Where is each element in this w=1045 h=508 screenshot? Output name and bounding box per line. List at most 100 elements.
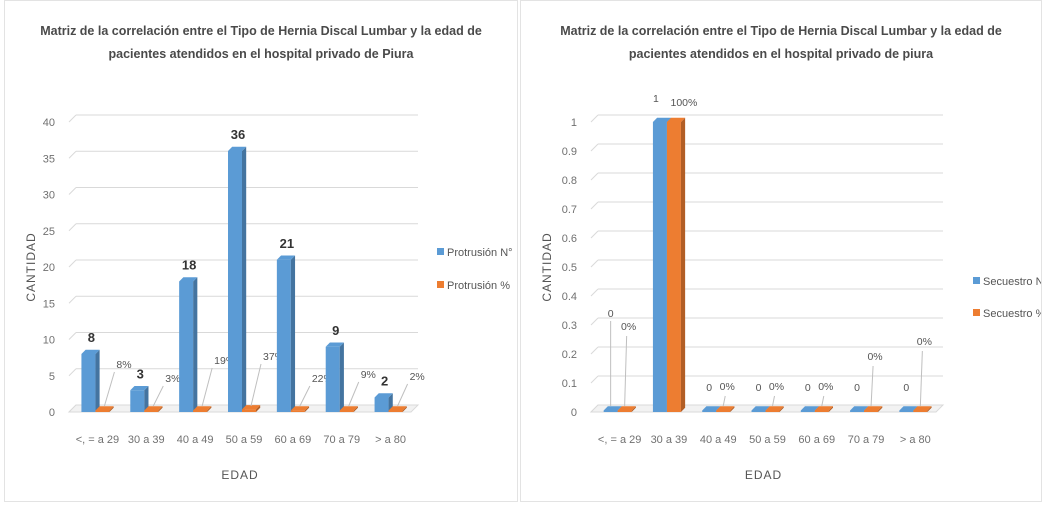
x-tick-label: 40 a 49 — [700, 434, 737, 446]
bar-side — [242, 146, 247, 413]
y-tick-label: 1 — [571, 117, 577, 129]
bar-top — [765, 406, 784, 411]
bar-side — [304, 406, 310, 412]
data-label-count: 9 — [332, 323, 339, 338]
y-tick-label: 25 — [43, 226, 55, 238]
x-tick-label: 70 a 79 — [848, 434, 885, 446]
chart-title-line: Matriz de la correlación entre el Tipo d… — [560, 24, 1002, 38]
bar-top — [617, 406, 636, 411]
bar-top — [603, 406, 622, 411]
bar-top — [193, 406, 212, 411]
data-label-count: 18 — [182, 258, 196, 273]
leader-line — [772, 395, 775, 407]
x-tick-label: 30 a 39 — [651, 434, 688, 446]
x-tick-label: <, = a 29 — [598, 434, 641, 446]
data-label-percent: 0% — [917, 336, 932, 348]
gridline-depth — [68, 259, 77, 268]
gridline-depth — [590, 114, 599, 123]
gridline-depth — [68, 150, 77, 159]
gridline-depth — [590, 288, 599, 297]
gridline-depth — [590, 172, 599, 181]
bar-side — [207, 406, 212, 412]
bar-side — [193, 277, 198, 412]
bar-percent — [913, 410, 928, 412]
data-label-percent: 0% — [621, 321, 636, 333]
leader-line — [624, 335, 628, 407]
bar-top — [913, 406, 932, 411]
x-tick-label: 50 a 59 — [749, 434, 786, 446]
bar-percent — [95, 410, 110, 412]
bar-top — [144, 406, 163, 411]
bar-count — [228, 151, 242, 412]
bar-side — [779, 406, 784, 412]
leader-line — [250, 363, 262, 407]
bar-side — [290, 255, 296, 412]
bar-count — [276, 259, 291, 412]
gridline-depth — [68, 368, 77, 377]
x-tick-label: 50 a 59 — [226, 434, 263, 446]
bar-percent — [339, 410, 354, 412]
y-tick-label: 0.9 — [562, 146, 577, 158]
gridline-depth — [590, 375, 599, 384]
leader-line — [299, 385, 311, 407]
bar-count — [374, 397, 389, 412]
bar-side — [828, 406, 833, 412]
y-tick-label: 0 — [571, 407, 577, 419]
y-axis-title: CANTIDAD — [24, 232, 38, 301]
data-label-count: 21 — [280, 236, 294, 251]
gridline-depth — [590, 230, 599, 239]
bar-percent — [388, 410, 403, 412]
y-tick-label: 0.5 — [562, 262, 577, 274]
y-tick-label: 35 — [43, 153, 55, 165]
bar-percent — [144, 410, 159, 412]
bar-side — [927, 406, 932, 412]
data-label-percent: 0% — [769, 381, 784, 393]
data-label-count: 1 — [653, 93, 659, 105]
data-label-count: 0 — [756, 382, 762, 394]
bar-side — [878, 406, 883, 412]
bar-side — [95, 349, 100, 412]
data-label-percent: 0% — [867, 351, 882, 363]
y-tick-label: 0.3 — [562, 320, 577, 332]
bar-top — [716, 406, 735, 411]
y-axis-title: CANTIDAD — [540, 232, 554, 301]
data-label-count: 0 — [608, 308, 614, 320]
bar-top — [702, 406, 721, 411]
x-axis-title: EDAD — [745, 468, 782, 482]
x-tick-label: <, = a 29 — [76, 434, 119, 446]
x-tick-label: 40 a 49 — [177, 434, 214, 446]
chart-panel-secuestro: Matriz de la correlación entre el Tipo d… — [520, 0, 1042, 502]
y-tick-label: 0.6 — [562, 233, 577, 245]
bar-percent — [716, 410, 731, 412]
leader-line — [152, 385, 164, 407]
data-label-count: 0 — [854, 382, 860, 394]
leader-line — [821, 395, 825, 407]
y-tick-label: 0.7 — [562, 204, 577, 216]
chart-title-line: pacientes atendidos en el hospital priva… — [629, 47, 934, 61]
gridline-depth — [590, 346, 599, 355]
leader-line — [722, 395, 726, 407]
data-label-count: 0 — [903, 382, 909, 394]
bar-top — [751, 406, 770, 411]
bar-top — [864, 406, 883, 411]
bar-count — [702, 410, 717, 412]
y-tick-label: 0 — [49, 407, 55, 419]
bar-count — [850, 410, 865, 412]
bar-top — [374, 393, 393, 398]
gridline-depth — [590, 143, 599, 152]
bar-top — [81, 349, 100, 354]
x-tick-label: 60 a 69 — [275, 434, 312, 446]
bar-top — [652, 117, 672, 122]
data-label-count: 2 — [381, 374, 388, 389]
y-tick-label: 10 — [43, 335, 55, 347]
bar-percent — [864, 410, 879, 412]
data-label-percent: 8% — [116, 359, 131, 371]
bar-percent — [666, 122, 681, 412]
bar-top — [228, 146, 247, 151]
bar-side — [680, 117, 686, 413]
chart-title-line: pacientes atendidos en el hospital priva… — [109, 47, 415, 61]
bar-count — [603, 410, 618, 412]
leader-line — [919, 350, 923, 407]
bar-count — [81, 354, 96, 412]
gridline-depth — [590, 317, 599, 326]
